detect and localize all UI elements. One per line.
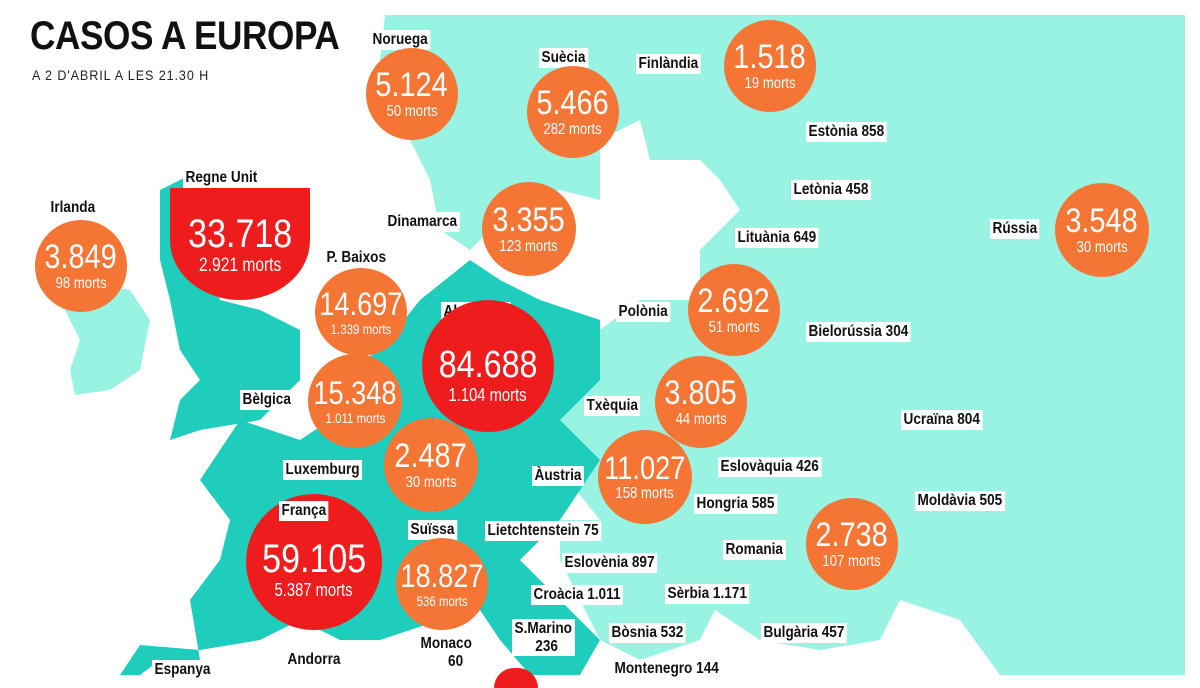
label-serbia: Sèrbia 1.171 bbox=[665, 584, 750, 604]
bubble-switzerland[interactable]: 18.827 536 morts bbox=[396, 538, 488, 630]
page-subtitle: A 2 D'ABRIL A LES 21.30 H bbox=[32, 67, 210, 83]
label-hungary: Hongria 585 bbox=[694, 494, 777, 514]
bubble-ireland[interactable]: 3.849 98 morts bbox=[35, 220, 127, 312]
bubble-norway[interactable]: 5.124 50 morts bbox=[366, 48, 458, 140]
label-croatia: Croàcia 1.011 bbox=[531, 585, 624, 605]
bubble-netherlands[interactable]: 14.697 1.339 morts bbox=[315, 268, 407, 356]
label-moldova: Moldàvia 505 bbox=[915, 491, 1005, 511]
bubble-sweden[interactable]: 5.466 282 morts bbox=[527, 66, 619, 158]
label-france: França bbox=[279, 501, 329, 521]
label-san-marino: S.Marino 236 bbox=[512, 619, 575, 657]
label-andorra: Andorra bbox=[285, 650, 343, 670]
bubble-romania[interactable]: 2.738 107 morts bbox=[806, 498, 898, 590]
bubble-luxembourg[interactable]: 2.487 30 morts bbox=[384, 418, 478, 512]
bubble-austria[interactable]: 11.027 158 morts bbox=[598, 430, 692, 524]
label-belarus: Bielorússia 304 bbox=[806, 322, 911, 342]
label-uk: Regne Unit bbox=[183, 168, 260, 188]
bubble-poland[interactable]: 2.692 51 morts bbox=[688, 264, 780, 356]
label-montenegro: Montenegro 144 bbox=[612, 659, 722, 679]
label-slovenia: Eslovènia 897 bbox=[562, 553, 658, 573]
label-finland: Finlàndia bbox=[636, 54, 701, 74]
label-sweden: Suècia bbox=[539, 48, 588, 68]
page-title: CASOS A EUROPA bbox=[30, 14, 340, 58]
bubble-france[interactable]: 59.105 5.387 morts bbox=[246, 494, 382, 630]
label-switzerland: Suïssa bbox=[408, 520, 457, 540]
label-poland: Polònia bbox=[616, 302, 671, 322]
label-bulgaria: Bulgària 457 bbox=[761, 623, 847, 643]
label-latvia: Letònia 458 bbox=[791, 180, 871, 200]
label-romania: Romania bbox=[723, 540, 786, 560]
bubble-germany[interactable]: 84.688 1.104 morts bbox=[422, 300, 554, 432]
label-liechtenstein: Lietchtenstein 75 bbox=[485, 521, 602, 541]
bubble-russia[interactable]: 3.548 30 morts bbox=[1055, 183, 1149, 277]
label-norway: Noruega bbox=[370, 30, 431, 50]
label-slovakia: Eslovàquia 426 bbox=[718, 457, 822, 477]
label-denmark: Dinamarca bbox=[385, 212, 460, 232]
label-austria: Àustria bbox=[532, 466, 584, 486]
bubble-denmark[interactable]: 3.355 123 morts bbox=[482, 182, 576, 276]
label-luxembourg: Luxemburg bbox=[283, 460, 363, 480]
bubble-czechia[interactable]: 3.805 44 morts bbox=[655, 356, 747, 448]
label-spain: Espanya bbox=[152, 660, 214, 680]
label-bosnia: Bòsnia 532 bbox=[609, 623, 686, 643]
bubble-uk[interactable]: 33.718 2.921 morts bbox=[170, 188, 310, 300]
label-czechia: Txèquia bbox=[584, 396, 641, 416]
label-lithuania: Lituània 649 bbox=[735, 228, 819, 248]
label-monaco: Monaco 60 bbox=[420, 635, 472, 670]
label-belgium: Bèlgica bbox=[240, 390, 294, 410]
bubble-finland[interactable]: 1.518 19 morts bbox=[724, 20, 816, 112]
label-russia: Rússia bbox=[990, 219, 1040, 239]
label-ukraine: Ucraïna 804 bbox=[901, 410, 983, 430]
label-estonia: Estònia 858 bbox=[806, 122, 887, 142]
label-ireland: Irlanda bbox=[50, 199, 96, 216]
label-netherlands: P. Baixos bbox=[324, 248, 389, 268]
bubble-belgium[interactable]: 15.348 1.011 morts bbox=[308, 354, 402, 448]
land-ireland bbox=[60, 285, 150, 395]
